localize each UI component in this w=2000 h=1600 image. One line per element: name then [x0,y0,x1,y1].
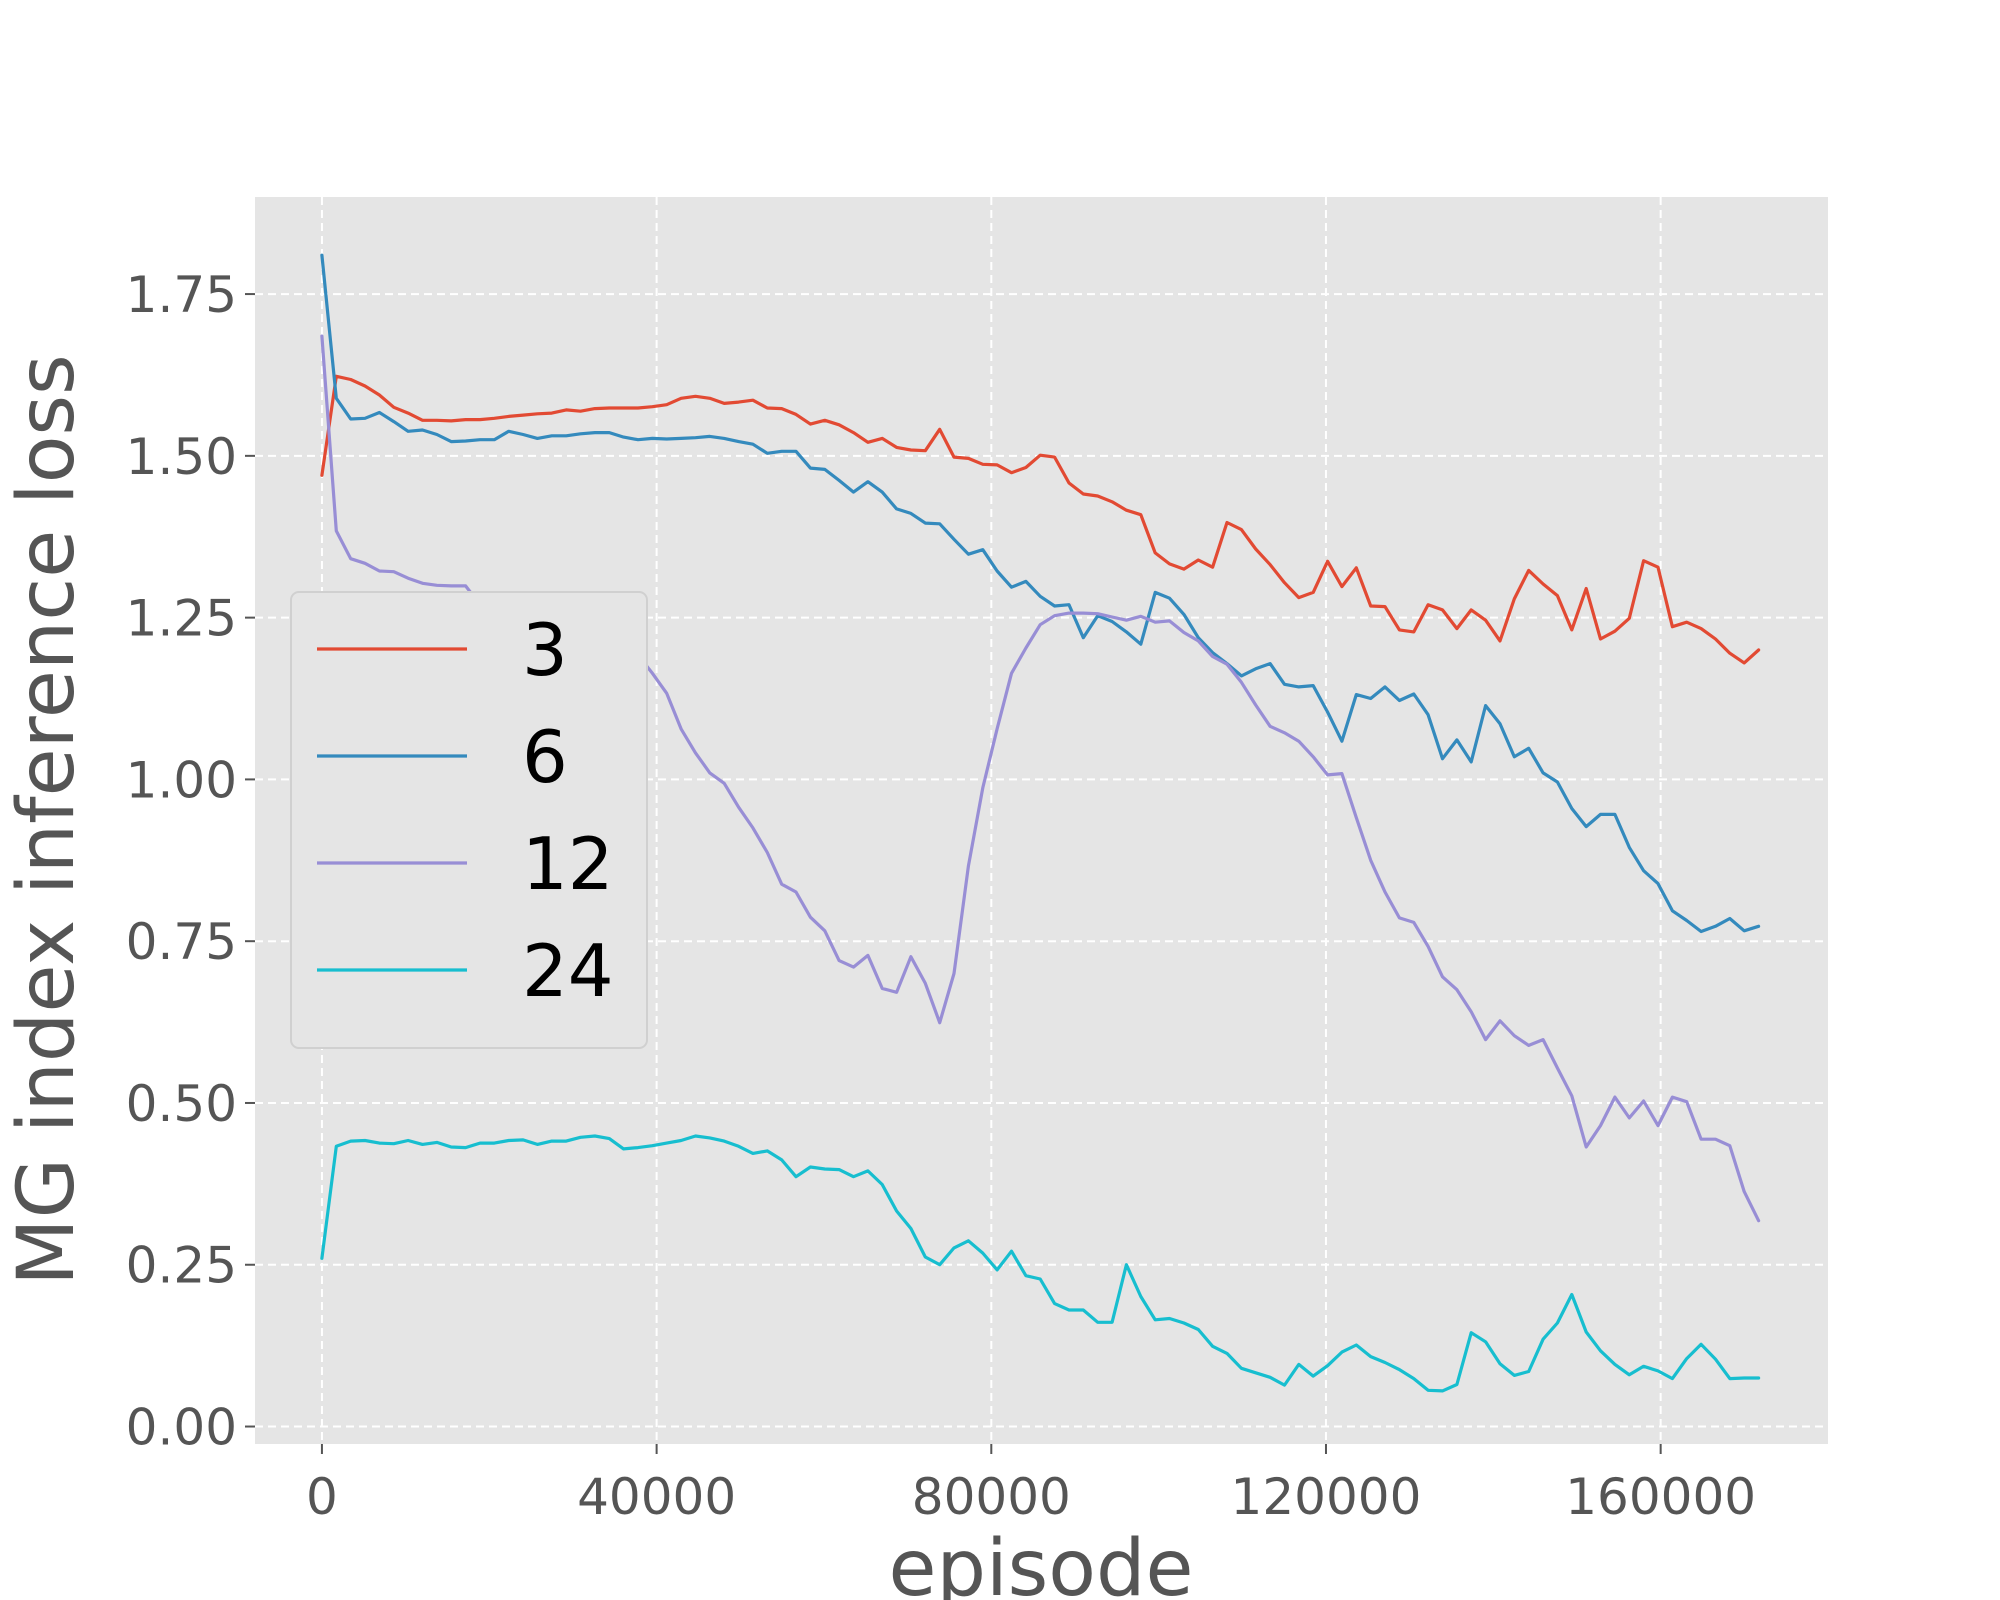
y-tick-label: 0.25 [126,1237,237,1295]
legend: 3 6 12 24 [290,591,648,1049]
x-axis-title: episode [888,1524,1193,1600]
legend-label-6: 6 [522,715,568,799]
y-tick-label: 1.25 [126,590,237,648]
legend-label-24: 24 [522,929,614,1013]
x-tick-label: 0 [306,1468,338,1526]
x-tick-label: 160000 [1565,1468,1756,1526]
legend-box [290,591,648,1049]
series-lines [320,253,1761,1393]
y-tick-label: 0.50 [126,1075,237,1133]
y-axis-ticks: 0.00 0.25 0.50 0.75 1.00 1.25 1.50 1.75 [126,266,255,1457]
series-line-24 [320,1134,1761,1393]
x-tick-label: 120000 [1231,1468,1422,1526]
y-tick-label: 0.75 [126,913,237,971]
x-tick-label: 80000 [912,1468,1071,1526]
series-line-6 [320,253,1761,934]
legend-label-12: 12 [522,822,614,906]
x-axis-ticks: 0 40000 80000 120000 160000 [306,1444,1756,1526]
y-tick-label: 0.00 [126,1399,237,1457]
y-tick-label: 1.75 [126,266,237,324]
y-tick-label: 1.00 [126,751,237,809]
legend-label-3: 3 [522,608,568,692]
y-tick-label: 1.50 [126,428,237,486]
x-tick-label: 40000 [577,1468,736,1526]
series-line-3 [320,374,1761,665]
y-axis-title: MG index inference loss [2,354,92,1285]
